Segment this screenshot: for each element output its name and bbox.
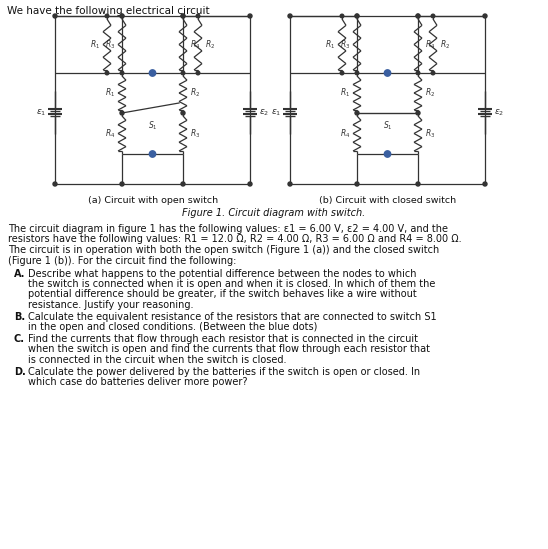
- Circle shape: [120, 182, 124, 186]
- Circle shape: [288, 14, 292, 18]
- Text: $\varepsilon_2$: $\varepsilon_2$: [494, 107, 504, 117]
- Circle shape: [181, 14, 185, 18]
- Text: resistors have the following values: R1 = 12.0 Ω, R2 = 4.00 Ω, R3 = 6.00 Ω and R: resistors have the following values: R1 …: [8, 234, 461, 244]
- Text: which case do batteries deliver more power?: which case do batteries deliver more pow…: [28, 377, 248, 387]
- Circle shape: [431, 14, 435, 18]
- Circle shape: [340, 14, 344, 18]
- Circle shape: [120, 14, 124, 18]
- Text: A.: A.: [14, 269, 25, 279]
- Circle shape: [53, 14, 57, 18]
- Circle shape: [181, 111, 185, 115]
- Text: $R_3$: $R_3$: [190, 127, 201, 140]
- Circle shape: [355, 14, 359, 18]
- Text: (Figure 1 (b)). For the circuit find the following:: (Figure 1 (b)). For the circuit find the…: [8, 255, 236, 266]
- Text: $R_3$: $R_3$: [105, 38, 115, 51]
- Text: D.: D.: [14, 367, 26, 377]
- Circle shape: [416, 14, 420, 18]
- Text: $R_2$: $R_2$: [440, 38, 450, 51]
- Circle shape: [248, 182, 252, 186]
- Text: when the switch is open and find the currents that flow through each resistor th: when the switch is open and find the cur…: [28, 344, 430, 355]
- Circle shape: [416, 14, 420, 18]
- Circle shape: [431, 71, 435, 75]
- Text: $R_1$: $R_1$: [105, 87, 115, 99]
- Circle shape: [196, 71, 200, 75]
- Text: Describe what happens to the potential difference between the nodes to which: Describe what happens to the potential d…: [28, 269, 416, 279]
- Circle shape: [181, 182, 185, 186]
- Text: C.: C.: [14, 334, 25, 344]
- Circle shape: [149, 151, 156, 157]
- Circle shape: [355, 182, 359, 186]
- Circle shape: [181, 71, 185, 75]
- Text: Calculate the power delivered by the batteries if the switch is open or closed. : Calculate the power delivered by the bat…: [28, 367, 420, 377]
- Circle shape: [120, 71, 124, 75]
- Circle shape: [483, 182, 487, 186]
- Circle shape: [181, 14, 185, 18]
- Text: $S_1$: $S_1$: [147, 120, 157, 132]
- Text: $R_3$: $R_3$: [425, 127, 435, 140]
- Circle shape: [53, 182, 57, 186]
- Circle shape: [416, 182, 420, 186]
- Circle shape: [384, 151, 391, 157]
- Text: $\varepsilon_1$: $\varepsilon_1$: [271, 107, 281, 117]
- Text: $R_3$: $R_3$: [340, 38, 350, 51]
- Text: $R_4$: $R_4$: [105, 127, 115, 140]
- Text: $\varepsilon_1$: $\varepsilon_1$: [36, 107, 46, 117]
- Text: Figure 1. Circuit diagram with switch.: Figure 1. Circuit diagram with switch.: [182, 208, 366, 218]
- Text: Calculate the equivalent resistance of the resistors that are connected to switc: Calculate the equivalent resistance of t…: [28, 312, 437, 322]
- Circle shape: [248, 14, 252, 18]
- Text: $R_1$: $R_1$: [90, 38, 100, 51]
- Text: $R_1$: $R_1$: [325, 38, 335, 51]
- Circle shape: [196, 14, 200, 18]
- Text: B.: B.: [14, 312, 25, 322]
- Circle shape: [416, 111, 420, 115]
- Text: potential difference should be greater, if the switch behaves like a wire withou: potential difference should be greater, …: [28, 289, 416, 299]
- Circle shape: [288, 182, 292, 186]
- Text: resistance. Justify your reasoning.: resistance. Justify your reasoning.: [28, 300, 193, 310]
- Text: $R_4$: $R_4$: [425, 38, 435, 51]
- Circle shape: [483, 14, 487, 18]
- Circle shape: [355, 71, 359, 75]
- Text: $R_2$: $R_2$: [190, 87, 200, 99]
- Text: (a) Circuit with open switch: (a) Circuit with open switch: [88, 196, 218, 205]
- Text: $R_4$: $R_4$: [190, 38, 201, 51]
- Text: $R_2$: $R_2$: [425, 87, 435, 99]
- Circle shape: [384, 70, 391, 76]
- Text: The circuit diagram in figure 1 has the following values: ε1 = 6.00 V, ε2 = 4.00: The circuit diagram in figure 1 has the …: [8, 224, 448, 234]
- Text: $\varepsilon_2$: $\varepsilon_2$: [259, 107, 269, 117]
- Text: $R_1$: $R_1$: [340, 87, 350, 99]
- Circle shape: [416, 71, 420, 75]
- Circle shape: [105, 14, 109, 18]
- Circle shape: [355, 111, 359, 115]
- Circle shape: [340, 71, 344, 75]
- Circle shape: [355, 14, 359, 18]
- Circle shape: [105, 71, 109, 75]
- Circle shape: [120, 14, 124, 18]
- Text: the switch is connected when it is open and when it is closed. In which of them : the switch is connected when it is open …: [28, 279, 435, 289]
- Text: is connected in the circuit when the switch is closed.: is connected in the circuit when the swi…: [28, 355, 287, 365]
- Text: The circuit is in operation with both the open switch (Figure 1 (a)) and the clo: The circuit is in operation with both th…: [8, 245, 439, 255]
- Text: $S_1$: $S_1$: [383, 120, 392, 132]
- Text: in the open and closed conditions. (Between the blue dots): in the open and closed conditions. (Betw…: [28, 322, 317, 332]
- Text: $R_2$: $R_2$: [205, 38, 215, 51]
- Text: $R_4$: $R_4$: [340, 127, 350, 140]
- Text: Find the currents that flow through each resistor that is connected in the circu: Find the currents that flow through each…: [28, 334, 418, 344]
- Circle shape: [149, 70, 156, 76]
- Text: (b) Circuit with closed switch: (b) Circuit with closed switch: [319, 196, 456, 205]
- Circle shape: [120, 111, 124, 115]
- Text: We have the following electrical circuit: We have the following electrical circuit: [7, 6, 210, 16]
